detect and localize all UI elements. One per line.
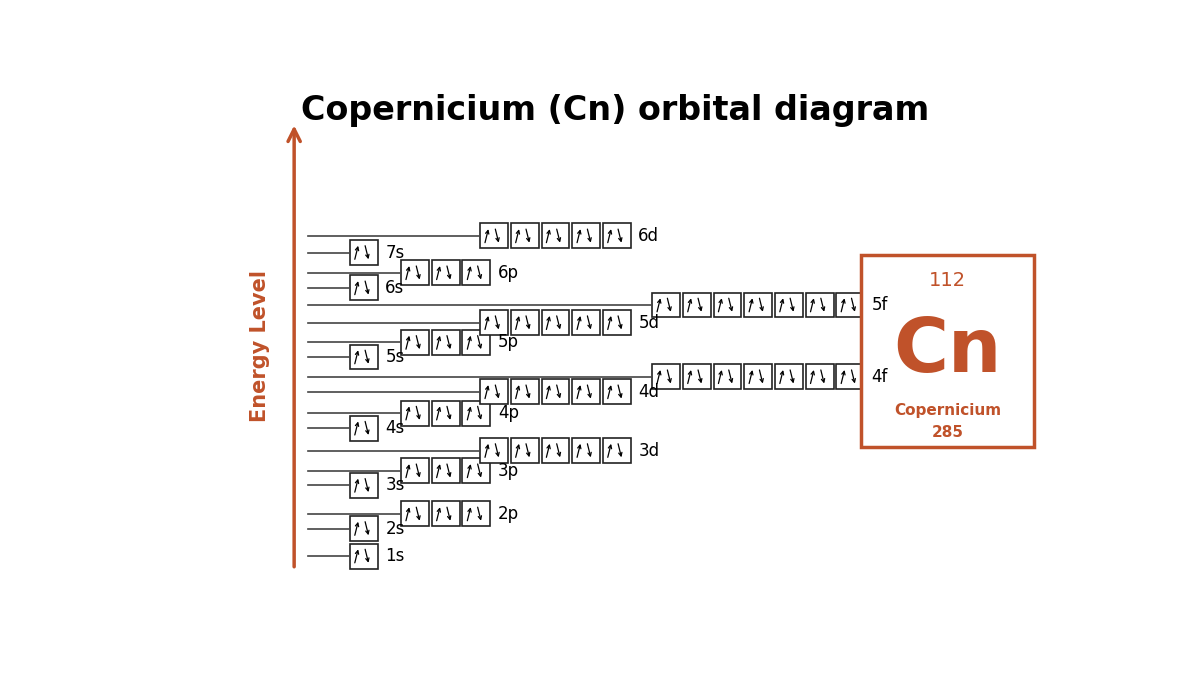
Bar — [401, 458, 430, 483]
Text: 5p: 5p — [498, 333, 518, 352]
Bar — [401, 330, 430, 355]
Bar — [401, 261, 430, 286]
Bar — [462, 502, 491, 526]
Text: 2p: 2p — [498, 505, 518, 523]
Bar — [683, 292, 710, 317]
Bar — [862, 255, 1033, 448]
Bar — [432, 458, 460, 483]
Text: 3s: 3s — [385, 477, 404, 494]
Bar — [744, 292, 772, 317]
Bar — [775, 364, 803, 389]
Bar — [350, 473, 378, 498]
Bar — [511, 223, 539, 248]
Text: 5s: 5s — [385, 348, 404, 366]
Bar — [350, 344, 378, 369]
Bar — [572, 310, 600, 335]
Text: Cn: Cn — [893, 315, 1002, 387]
Bar — [350, 543, 378, 568]
Bar — [432, 502, 460, 526]
Bar — [653, 364, 680, 389]
Bar — [602, 223, 631, 248]
Bar — [462, 401, 491, 426]
Text: 2s: 2s — [385, 520, 404, 537]
Bar — [572, 438, 600, 463]
Bar — [432, 401, 460, 426]
Bar — [653, 292, 680, 317]
Bar — [602, 379, 631, 404]
Bar — [572, 379, 600, 404]
Text: Copernicium: Copernicium — [894, 402, 1001, 418]
Bar — [602, 310, 631, 335]
Text: 3d: 3d — [638, 441, 659, 460]
Bar — [401, 502, 430, 526]
Bar — [541, 438, 570, 463]
Bar — [350, 416, 378, 441]
Bar — [350, 516, 378, 541]
Bar — [462, 261, 491, 286]
Text: 5d: 5d — [638, 314, 659, 331]
Bar — [683, 364, 710, 389]
Bar — [480, 379, 508, 404]
Bar — [401, 401, 430, 426]
Text: 4p: 4p — [498, 404, 518, 422]
Text: 6s: 6s — [385, 279, 404, 297]
Text: 285: 285 — [931, 425, 964, 440]
Text: Energy Level: Energy Level — [250, 270, 270, 422]
Bar — [462, 458, 491, 483]
Bar — [541, 223, 570, 248]
Text: 4s: 4s — [385, 419, 404, 437]
Text: 1s: 1s — [385, 547, 404, 565]
Bar — [836, 364, 864, 389]
Bar — [480, 438, 508, 463]
Bar — [350, 240, 378, 265]
Bar — [805, 364, 834, 389]
Text: Copernicium (Cn) orbital diagram: Copernicium (Cn) orbital diagram — [301, 94, 929, 127]
Bar — [805, 292, 834, 317]
Text: 4d: 4d — [638, 383, 659, 401]
Text: 3p: 3p — [498, 462, 518, 480]
Bar — [511, 310, 539, 335]
Bar — [480, 310, 508, 335]
Bar — [350, 275, 378, 300]
Bar — [744, 364, 772, 389]
Text: 112: 112 — [929, 271, 966, 290]
Bar — [714, 364, 742, 389]
Text: 6p: 6p — [498, 264, 518, 281]
Bar — [541, 379, 570, 404]
Text: 7s: 7s — [385, 244, 404, 261]
Text: 5f: 5f — [871, 296, 888, 314]
Bar — [480, 223, 508, 248]
Bar — [572, 223, 600, 248]
Text: 4f: 4f — [871, 368, 888, 385]
Bar — [836, 292, 864, 317]
Bar — [602, 438, 631, 463]
Bar — [714, 292, 742, 317]
Bar — [511, 438, 539, 463]
Bar — [462, 330, 491, 355]
Bar — [511, 379, 539, 404]
Bar — [432, 261, 460, 286]
Bar — [432, 330, 460, 355]
Text: 6d: 6d — [638, 227, 659, 245]
Bar — [775, 292, 803, 317]
Bar — [541, 310, 570, 335]
